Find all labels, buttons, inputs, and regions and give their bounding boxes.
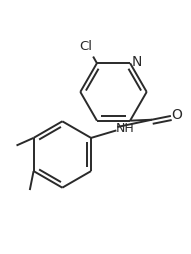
Text: NH: NH (116, 122, 134, 135)
Text: O: O (172, 108, 182, 122)
Text: Cl: Cl (79, 40, 92, 53)
Text: N: N (132, 55, 142, 69)
